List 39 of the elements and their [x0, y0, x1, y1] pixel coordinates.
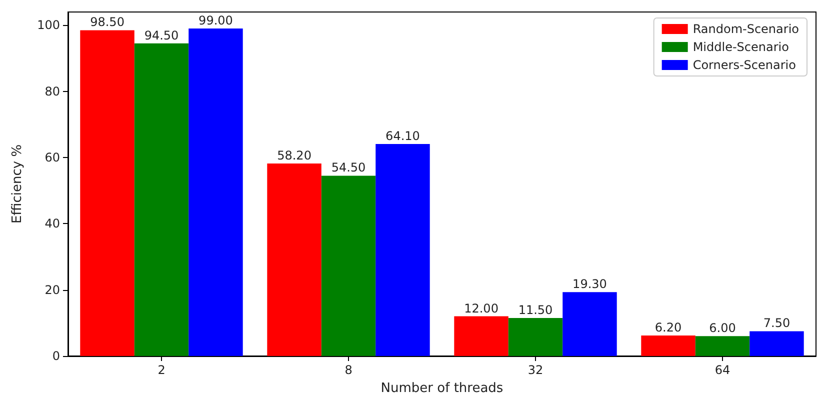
- bar: [134, 43, 189, 356]
- bar: [80, 30, 134, 356]
- y-tick-label: 100: [37, 18, 60, 32]
- y-tick-label: 20: [44, 282, 60, 297]
- y-tick-label: 80: [44, 84, 60, 98]
- bar: [454, 316, 508, 356]
- data-label: 94.50: [144, 28, 179, 42]
- data-label: 6.20: [654, 320, 682, 334]
- data-label: 7.50: [763, 316, 790, 330]
- x-tick-label: 32: [528, 363, 544, 377]
- x-tick-label: 2: [158, 363, 166, 377]
- data-label: 58.20: [277, 148, 312, 162]
- x-axis-title: Number of threads: [380, 381, 504, 396]
- data-label: 6.00: [709, 321, 736, 336]
- data-label: 19.30: [572, 277, 607, 292]
- legend-label: Random-Scenario: [692, 22, 800, 36]
- legend-label: Corners-Scenario: [692, 58, 796, 72]
- y-axis-title: Efficiency %: [10, 144, 25, 224]
- y-tick-label: 40: [44, 216, 60, 231]
- legend-label: Middle-Scenario: [692, 40, 789, 54]
- bar: [508, 318, 563, 356]
- data-label: 98.50: [90, 15, 124, 30]
- bar: [750, 331, 804, 356]
- data-label: 64.10: [386, 128, 420, 143]
- bar: [188, 28, 243, 356]
- y-tick-label: 60: [44, 150, 60, 165]
- data-label: 12.00: [464, 301, 498, 316]
- x-tick-label: 8: [344, 363, 352, 377]
- data-label: 11.50: [518, 302, 553, 317]
- y-tick-label: 0: [52, 349, 60, 363]
- bar: [695, 336, 750, 356]
- bar: [376, 144, 430, 356]
- bar: [321, 176, 376, 356]
- bar: [267, 163, 322, 356]
- data-label: 54.50: [331, 160, 366, 175]
- bar: [562, 292, 617, 356]
- data-label: 99.00: [198, 14, 233, 28]
- bar: [641, 335, 696, 356]
- x-tick-label: 64: [714, 363, 730, 377]
